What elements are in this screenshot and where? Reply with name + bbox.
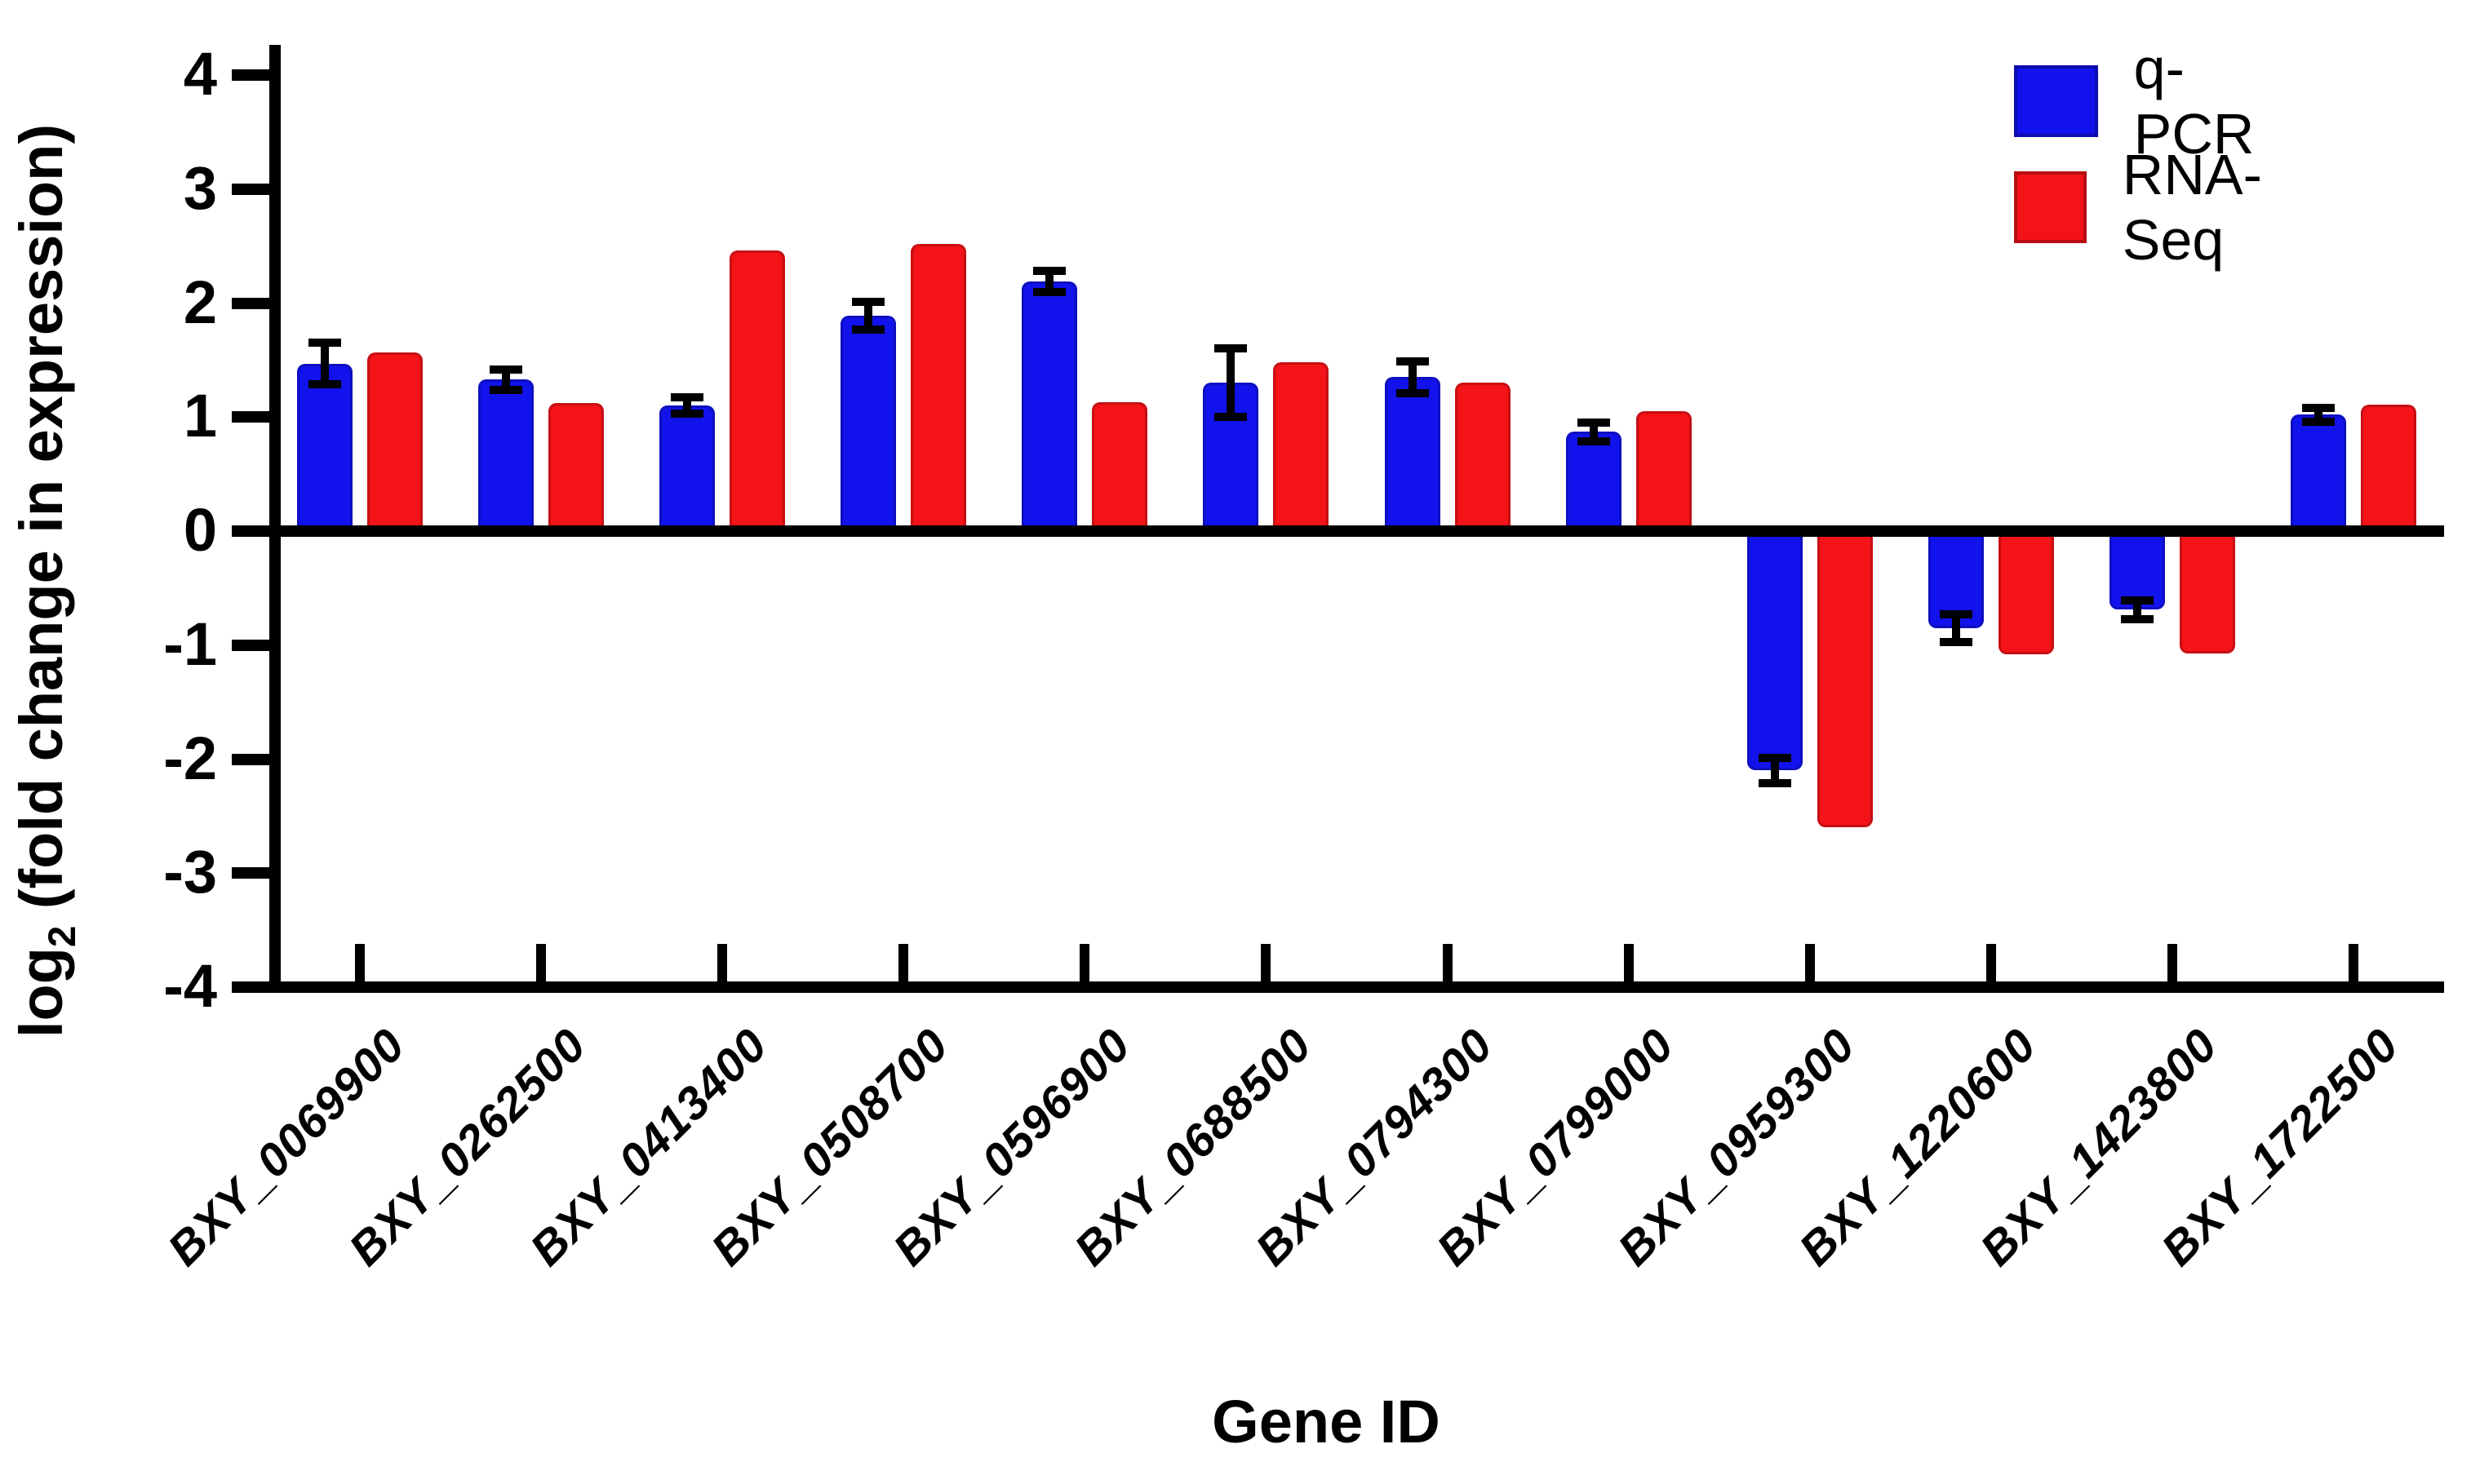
error-bar-cap-bottom	[671, 410, 704, 419]
error-bar-cap-bottom	[2120, 614, 2154, 623]
error-bar-cap-top	[1577, 419, 1610, 427]
y-tick-label: 1	[183, 382, 217, 450]
x-tick	[717, 944, 728, 981]
legend-row-rnaseq: RNA-Seq	[2014, 142, 2292, 272]
y-axis-line	[269, 45, 281, 993]
bar-rnaseq	[730, 250, 786, 531]
y-tick-label: -3	[163, 838, 217, 906]
bar-rnaseq	[911, 243, 967, 531]
bar-rnaseq	[1092, 402, 1148, 531]
bar-rnaseq	[1273, 362, 1329, 531]
error-bar-line	[2314, 408, 2322, 422]
error-bar-cap-top	[671, 393, 704, 402]
y-tick	[232, 639, 269, 651]
bar-qpcr	[478, 379, 535, 531]
bar-qpcr	[297, 363, 353, 531]
error-bar-cap-bottom	[1758, 778, 1791, 787]
error-bar-cap-top	[1939, 610, 1972, 619]
y-tick-label: -1	[163, 609, 217, 678]
x-tick	[1623, 944, 1634, 981]
bar-rnaseq	[2179, 531, 2235, 653]
x-tick	[1804, 944, 1815, 981]
error-bar-cap-bottom	[1033, 287, 1067, 296]
zero-baseline	[269, 525, 2444, 537]
bar-qpcr	[1384, 377, 1440, 531]
y-tick	[232, 69, 269, 81]
x-tick	[355, 944, 366, 981]
y-tick	[232, 297, 269, 309]
bar-rnaseq	[2360, 404, 2416, 531]
bar-qpcr	[1565, 432, 1621, 531]
x-tick	[1261, 944, 1271, 981]
bar-rnaseq	[548, 403, 605, 531]
y-tick-label: -2	[163, 724, 217, 792]
y-tick	[232, 525, 269, 537]
bar-rnaseq	[1454, 383, 1511, 531]
error-bar-line	[321, 343, 330, 384]
error-bar-cap-top	[1214, 344, 1248, 353]
y-tick-label: 3	[183, 153, 217, 222]
error-bar-cap-bottom	[852, 325, 885, 334]
error-bar-line	[1045, 271, 1054, 292]
x-tick	[2348, 944, 2358, 981]
error-bar-cap-top	[1758, 754, 1791, 763]
error-bar-line	[683, 397, 692, 414]
error-bar-cap-top	[1395, 357, 1429, 365]
x-axis-title: Gene ID	[1212, 1388, 1440, 1455]
error-bar-line	[864, 302, 873, 330]
y-tick-label: -4	[163, 951, 217, 1020]
bar-qpcr	[1746, 531, 1803, 771]
x-tick	[536, 944, 547, 981]
y-tick	[232, 753, 269, 765]
y-tick	[232, 411, 269, 423]
error-bar-line	[1951, 614, 1960, 642]
error-bar-cap-bottom	[308, 379, 342, 388]
error-bar-line	[1227, 348, 1236, 418]
error-bar-cap-bottom	[490, 385, 523, 394]
legend-label: q-PCR	[2133, 37, 2255, 166]
bar-rnaseq	[1635, 411, 1692, 531]
error-bar-line	[1408, 361, 1417, 393]
error-bar-line	[1589, 423, 1598, 441]
y-tick-label: 2	[183, 268, 217, 336]
error-bar-line	[2132, 600, 2141, 619]
error-bar-cap-bottom	[1395, 388, 1429, 397]
x-tick	[898, 944, 909, 981]
bar-qpcr	[1022, 281, 1078, 531]
error-bar-line	[502, 369, 511, 390]
y-tick-label: 4	[183, 39, 217, 108]
x-tick	[1442, 944, 1453, 981]
y-tick	[232, 867, 269, 879]
bar-rnaseq	[367, 352, 424, 531]
legend-label: RNA-Seq	[2122, 143, 2262, 272]
error-bar-cap-top	[2301, 404, 2335, 413]
error-bar-line	[1770, 758, 1779, 783]
x-tick	[1985, 944, 1996, 981]
error-bar-cap-bottom	[1939, 637, 1972, 646]
error-bar-cap-top	[490, 365, 523, 374]
bar-qpcr	[659, 405, 716, 531]
y-tick	[232, 183, 269, 195]
x-tick	[2167, 944, 2177, 981]
error-bar-cap-bottom	[1577, 436, 1610, 445]
x-axis-line	[269, 981, 2444, 993]
error-bar-cap-top	[1033, 267, 1067, 276]
y-tick-label: 0	[183, 495, 217, 564]
error-bar-cap-top	[2120, 596, 2154, 605]
error-bar-cap-top	[852, 298, 885, 307]
bar-rnaseq	[1817, 531, 1873, 828]
bar-qpcr	[2290, 414, 2346, 531]
x-tick	[1080, 944, 1090, 981]
legend-row-qpcr: q-PCR	[2014, 36, 2274, 166]
error-bar-cap-bottom	[2301, 417, 2335, 426]
legend-swatch-rnaseq	[2014, 171, 2087, 243]
legend-swatch-qpcr	[2014, 65, 2098, 137]
bar-rnaseq	[1998, 531, 2054, 654]
y-tick	[232, 981, 269, 993]
error-bar-cap-bottom	[1214, 413, 1248, 422]
error-bar-cap-top	[308, 339, 342, 348]
bar-qpcr	[841, 315, 897, 531]
